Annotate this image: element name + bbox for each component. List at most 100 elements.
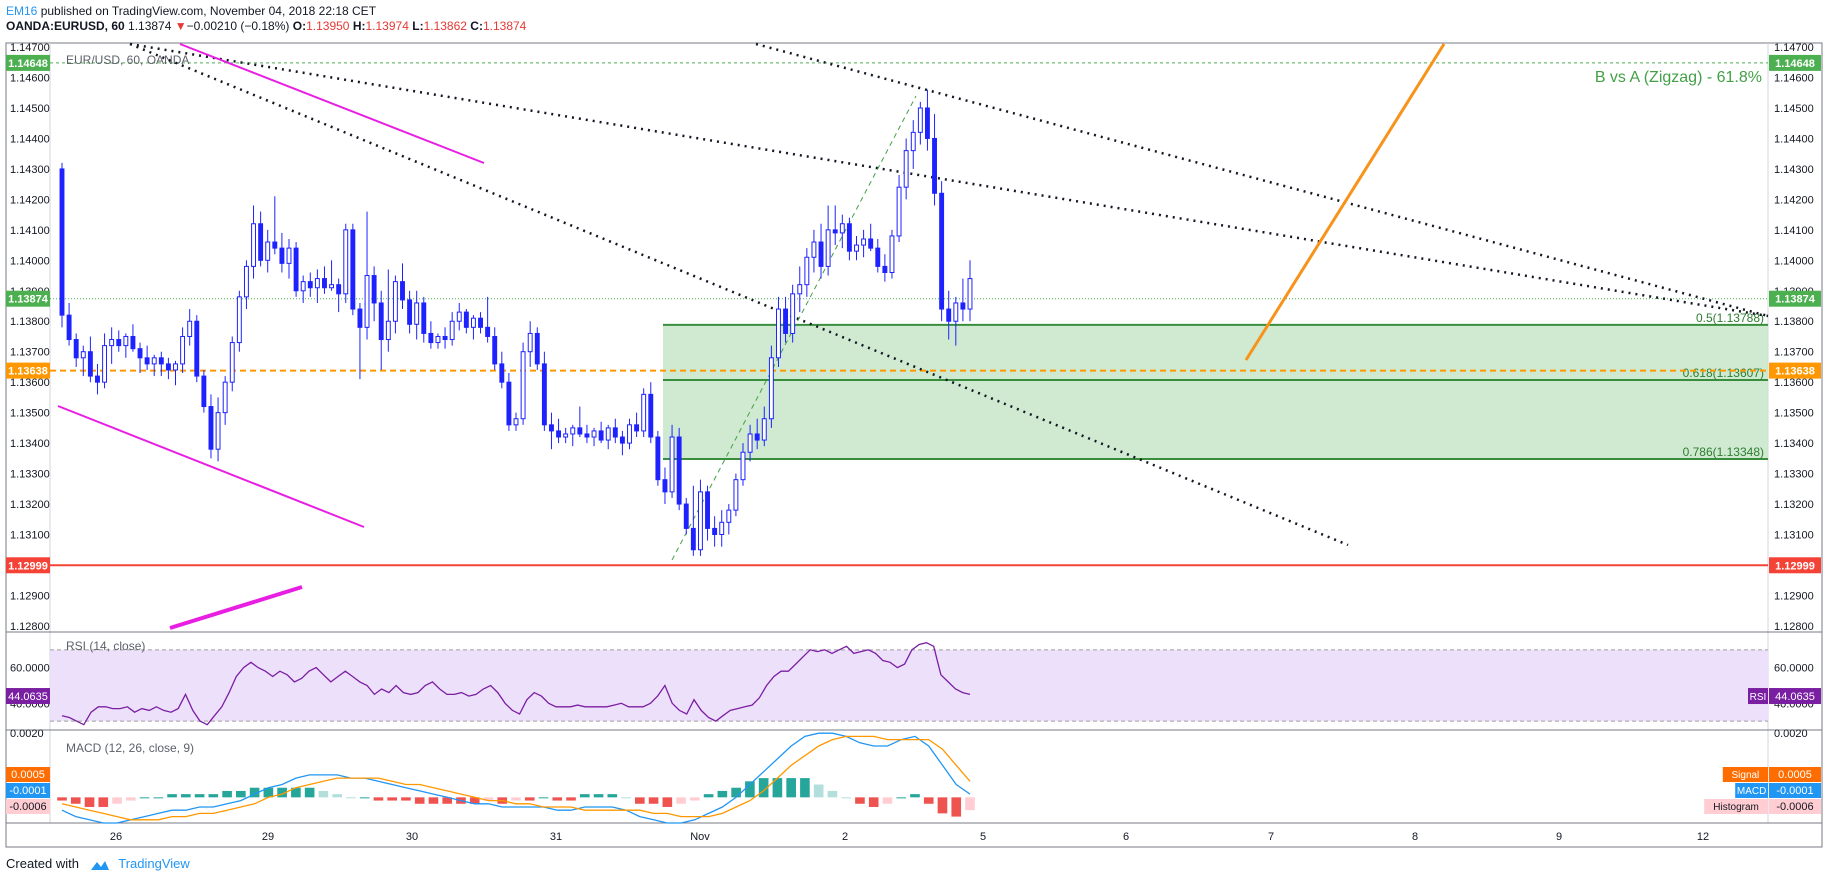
- candle-body: [910, 131, 916, 152]
- macd-histogram-bar: [552, 797, 563, 801]
- candle-body: [655, 436, 661, 481]
- macd-histogram-bar: [635, 797, 645, 804]
- y-tick-label-left: 1.14000: [10, 255, 50, 267]
- candle-body: [123, 335, 129, 347]
- macd-tag-right-label: -0.0001: [1776, 785, 1813, 797]
- candle-body: [705, 491, 710, 529]
- candle-body: [804, 256, 810, 286]
- y-tick-label-left: 1.13400: [10, 438, 50, 450]
- rsi-title: RSI (14, close): [66, 639, 145, 653]
- x-tick-label: 6: [1123, 831, 1129, 843]
- fib-level-label: 0.618(1.13607): [1683, 366, 1764, 380]
- candle-body: [534, 332, 540, 365]
- author-name[interactable]: EM16: [6, 4, 38, 18]
- price-tag-left-label: 1.12999: [8, 560, 48, 572]
- macd-histogram-bar: [277, 787, 287, 798]
- macd-name-tag-label: MACD: [1737, 786, 1766, 797]
- candle-body: [662, 479, 668, 493]
- macd-histogram-bar: [662, 797, 673, 807]
- candle-body: [151, 357, 157, 365]
- macd-histogram-bar: [896, 797, 907, 799]
- low-value: 1.13862: [423, 19, 467, 33]
- candle-body: [499, 363, 505, 383]
- macd-histogram-bar: [648, 797, 659, 804]
- y-tick-label-left: 1.14400: [10, 133, 50, 145]
- y-tick-label-right: 1.13300: [1774, 469, 1814, 481]
- candle-body: [946, 308, 952, 322]
- descending-trendline: [129, 42, 1349, 547]
- macd-histogram-bar: [139, 797, 150, 799]
- candle-body: [861, 238, 867, 246]
- y-tick-label-right: 1.13400: [1774, 438, 1814, 450]
- candle-body: [165, 363, 171, 371]
- macd-histogram-bar: [70, 797, 81, 804]
- price-tag-left-label: 1.13874: [8, 294, 49, 306]
- candle-body: [832, 229, 838, 234]
- macd-tag-right-label: -0.0006: [1776, 801, 1813, 813]
- candle-body: [513, 418, 519, 426]
- candle-body: [456, 311, 462, 322]
- macd-histogram-bar: [98, 797, 109, 807]
- y-tick-label-right: 1.14000: [1774, 255, 1814, 267]
- y-tick-label-left: 1.13200: [10, 499, 50, 511]
- candle-body: [790, 293, 796, 334]
- macd-histogram-bar: [607, 794, 618, 798]
- candle-body: [293, 247, 299, 292]
- price-tag-left: [6, 557, 50, 574]
- candle-body: [470, 317, 476, 328]
- rsi-name-tag: [1748, 688, 1768, 705]
- zigzag-annotation: B vs A (Zigzag) - 61.8%: [1595, 69, 1762, 86]
- candle-body: [87, 351, 93, 377]
- candle-body: [520, 351, 526, 420]
- candle-body: [357, 308, 363, 328]
- x-tick-label: 5: [980, 831, 986, 843]
- open-label: O:: [292, 19, 307, 33]
- candle-body: [967, 278, 973, 310]
- candle-body: [939, 192, 945, 310]
- candle-body: [428, 332, 434, 344]
- high-label: H:: [352, 19, 366, 33]
- open-value: 1.13950: [306, 19, 350, 33]
- macd-name-tag-label: Signal: [1731, 770, 1759, 781]
- candle-body: [307, 281, 313, 289]
- macd-histogram-bar: [414, 797, 425, 804]
- rsi-tag-right-label: 44.0635: [1775, 691, 1815, 703]
- macd-histogram-bar: [951, 797, 962, 817]
- x-tick-label: 2: [842, 831, 848, 843]
- candle-body: [690, 527, 696, 551]
- candle-body: [924, 107, 930, 139]
- candle-body: [768, 357, 774, 420]
- candle-body: [825, 229, 831, 267]
- macd-histogram-bar: [882, 797, 893, 804]
- candle-body: [846, 223, 852, 252]
- candle-body: [322, 278, 327, 289]
- y-tick-label-left: 1.13800: [10, 316, 50, 328]
- x-tick-label: 31: [550, 831, 562, 843]
- macd-histogram-bar: [208, 794, 219, 798]
- macd-tag-left: [6, 767, 50, 782]
- rsi-name-tag-label: RSI: [1750, 692, 1767, 703]
- macd-histogram-bar: [800, 778, 810, 798]
- tradingview-link[interactable]: TradingView: [118, 856, 190, 871]
- candle-body: [839, 223, 845, 234]
- y-tick-label-right: 1.14600: [1774, 73, 1814, 85]
- candle-body: [882, 265, 888, 273]
- candle-body: [187, 320, 193, 337]
- y-tick-label-right: 1.12800: [1774, 621, 1814, 633]
- rsi-band: [50, 649, 1768, 722]
- price-tag-right: [1769, 54, 1821, 71]
- candle-body: [549, 424, 554, 432]
- candle-body: [818, 241, 824, 267]
- price-tag-left-label: 1.14648: [8, 58, 48, 70]
- macd-tag-left: [6, 799, 50, 814]
- candle-body: [492, 335, 498, 365]
- candle-body: [95, 375, 100, 383]
- candle-body: [953, 302, 959, 322]
- macd-tag-left-label: -0.0001: [9, 785, 46, 797]
- candle-body: [385, 320, 391, 341]
- macd-histogram-bar: [868, 797, 879, 807]
- candle-body: [343, 229, 349, 295]
- candle-body: [421, 302, 427, 334]
- macd-histogram-bar: [112, 797, 122, 804]
